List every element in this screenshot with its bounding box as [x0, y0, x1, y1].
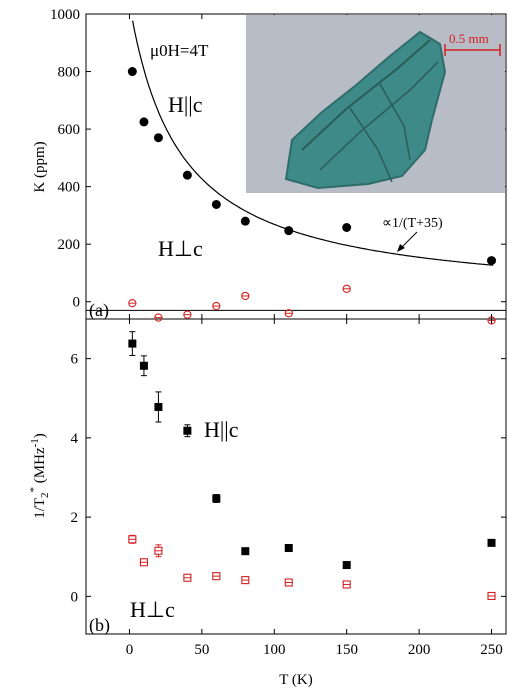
- point-a-parallel: [153, 133, 163, 143]
- point-a-parallel: [342, 223, 352, 232]
- panel-a-label: (a): [89, 300, 109, 321]
- ylabel-base: 1/T: [32, 498, 48, 519]
- point-b-perpendicular: [183, 573, 192, 582]
- panel-a-series-label-perpendicular: H⊥c: [158, 236, 203, 261]
- point-b-perpendicular: [487, 591, 496, 601]
- crystal-sample: [284, 30, 447, 190]
- point-b-perpendicular: [212, 572, 221, 581]
- point-a-perpendicular: [284, 309, 293, 318]
- point-a-perpendicular: [183, 310, 192, 319]
- y-tick-label-a: 400: [58, 180, 81, 196]
- point-a-parallel: [284, 226, 294, 236]
- panel-b-series: [128, 331, 496, 601]
- fit-curve-line: [132, 20, 494, 266]
- point-b-parallel: [128, 331, 137, 356]
- y-tick-label-b: 0: [71, 589, 79, 605]
- field-label: μ0H=4T: [150, 41, 209, 60]
- point-b-perpendicular: [139, 558, 148, 567]
- ylabel-unit-sup: -1: [29, 438, 41, 447]
- panel-b-y-axis-label: 1/T2* (MHz-1): [28, 433, 51, 519]
- panel-b-series-label-parallel: H||c: [204, 417, 239, 442]
- y-tick-label-a: 800: [58, 65, 81, 81]
- point-a-parallel: [487, 256, 497, 266]
- point-b-parallel: [212, 494, 221, 503]
- ylabel-close: ): [32, 433, 48, 438]
- panel-a-y-ticks: 0 200 400 600 800 1000: [50, 7, 506, 311]
- panel-b-frame: [85, 318, 507, 635]
- panel-b-x-ticks: 0 50 100 150 200 250: [126, 319, 503, 658]
- panel-a-fit-curve: [132, 20, 494, 266]
- point-a-parallel: [182, 170, 192, 180]
- point-a-parallel: [127, 67, 137, 77]
- x-tick-label: 50: [194, 642, 209, 658]
- point-a-perpendicular: [241, 291, 250, 301]
- y-tick-label-b: 2: [71, 510, 79, 526]
- panel-b-label: (b): [89, 615, 110, 636]
- point-a-perpendicular: [342, 284, 351, 293]
- point-b-parallel: [487, 538, 496, 547]
- point-b-perpendicular: [241, 576, 250, 585]
- point-a-parallel: [139, 117, 149, 127]
- panel-a-y-axis-label: K (ppm): [32, 141, 48, 192]
- x-tick-label: 150: [335, 642, 358, 658]
- point-b-parallel: [241, 547, 250, 556]
- point-a-parallel: [211, 199, 221, 209]
- x-axis-label: T (K): [279, 672, 312, 688]
- point-a-perpendicular: [212, 301, 221, 311]
- y-tick-label-a: 200: [58, 237, 81, 253]
- inset-photo: 0.5 mm: [246, 15, 505, 193]
- panel-b-series-label-perpendicular: H⊥c: [130, 597, 175, 622]
- panel-a-series-label-parallel: H||c: [168, 92, 203, 117]
- x-tick-label: 0: [126, 642, 134, 658]
- y-tick-label-a: 1000: [50, 7, 80, 23]
- panel-a-series: [127, 67, 497, 325]
- point-b-parallel: [342, 561, 351, 570]
- point-a-perpendicular: [154, 313, 163, 322]
- x-tick-label: 100: [263, 642, 286, 658]
- y-tick-label-b: 4: [71, 431, 79, 447]
- fit-annotation: ∝1/(T+35): [382, 216, 443, 231]
- point-b-perpendicular: [154, 544, 163, 558]
- y-tick-label-b: 6: [71, 352, 79, 368]
- arrow-head: [397, 244, 405, 252]
- ylabel-sub: 2: [39, 492, 51, 498]
- point-b-perpendicular: [342, 580, 351, 589]
- point-b-perpendicular: [128, 534, 137, 544]
- ylabel-sup: *: [28, 487, 40, 493]
- scale-bar-label: 0.5 mm: [449, 31, 489, 46]
- x-tick-label: 200: [408, 642, 431, 658]
- y-tick-label-a: 0: [73, 295, 81, 311]
- point-b-parallel: [154, 391, 163, 423]
- point-b-parallel: [183, 424, 192, 438]
- y-tick-label-a: 600: [58, 122, 81, 138]
- ylabel-unit: (MHz: [32, 447, 48, 487]
- point-b-perpendicular: [284, 578, 293, 587]
- point-a-perpendicular: [128, 299, 137, 308]
- point-a-parallel: [240, 216, 250, 226]
- point-b-parallel: [284, 544, 293, 553]
- point-b-parallel: [139, 355, 148, 377]
- panel-b-y-ticks: 0 2 4 6: [71, 352, 506, 605]
- x-tick-label: 250: [480, 642, 503, 658]
